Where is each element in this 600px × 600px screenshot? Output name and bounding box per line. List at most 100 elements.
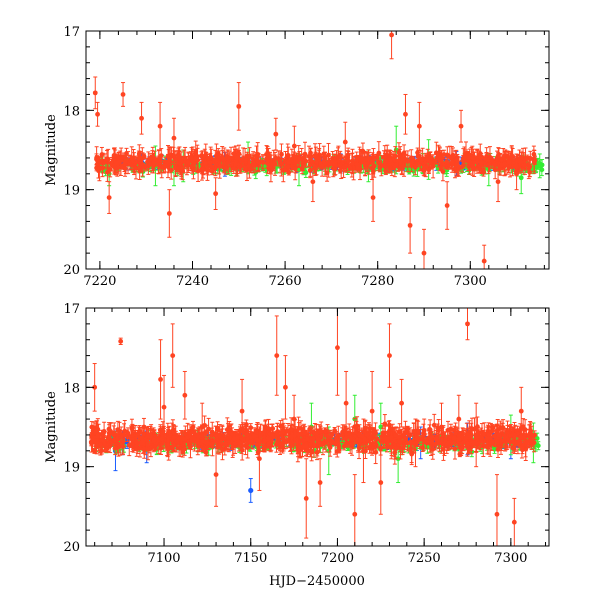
data-point <box>199 166 205 172</box>
data-point <box>213 191 219 197</box>
top-y-axis-label: Magnitude <box>44 114 59 186</box>
data-point <box>502 161 507 167</box>
data-point <box>506 159 512 165</box>
data-point <box>166 211 172 216</box>
data-point <box>111 163 117 169</box>
data-point <box>489 157 495 163</box>
data-point <box>531 158 537 164</box>
data-point <box>255 159 261 165</box>
data-point <box>342 139 348 145</box>
data-point <box>124 151 129 156</box>
data-point <box>370 195 376 201</box>
data-point <box>456 166 462 171</box>
data-point <box>470 155 476 161</box>
data-point <box>297 156 302 162</box>
data-point <box>407 222 413 228</box>
data-point <box>393 162 399 168</box>
data-point <box>479 160 484 166</box>
data-point <box>376 150 382 156</box>
data-point <box>463 151 469 156</box>
data-point <box>421 168 427 173</box>
data-point <box>495 153 501 159</box>
data-point <box>321 151 327 157</box>
top-series-red <box>92 31 538 269</box>
data-point <box>156 159 162 165</box>
data-point <box>518 159 524 165</box>
data-point <box>268 162 274 167</box>
data-point <box>202 161 208 167</box>
data-point <box>420 156 426 162</box>
data-point <box>273 155 279 161</box>
data-point <box>401 150 407 156</box>
data-point <box>377 161 382 167</box>
data-point <box>163 163 168 169</box>
data-point <box>234 155 240 161</box>
data-point <box>524 162 530 168</box>
data-point <box>445 164 451 169</box>
data-point <box>492 162 497 168</box>
data-point <box>247 153 252 159</box>
x-tick-label: 7300 <box>454 274 487 289</box>
data-point <box>382 154 388 160</box>
data-point <box>509 153 515 159</box>
data-point <box>362 161 368 167</box>
data-point <box>252 162 258 168</box>
data-point <box>486 162 491 168</box>
x-tick-label: 7220 <box>83 274 116 289</box>
data-point <box>151 160 156 166</box>
data-point <box>139 155 145 161</box>
data-point <box>185 159 191 165</box>
data-point <box>106 195 112 201</box>
data-point <box>194 154 200 159</box>
data-point <box>225 159 231 165</box>
data-point <box>209 168 215 174</box>
data-point <box>514 171 519 177</box>
y-tick-label: 18 <box>63 104 80 119</box>
data-point <box>524 156 530 161</box>
data-point <box>537 163 543 169</box>
data-point <box>158 153 164 159</box>
data-point <box>303 170 309 176</box>
data-point <box>386 161 392 167</box>
bottom-plot-area <box>88 308 541 546</box>
data-point <box>231 151 237 157</box>
data-point <box>319 163 325 169</box>
data-point <box>104 156 110 162</box>
data-point <box>165 154 171 159</box>
data-point <box>190 157 196 163</box>
data-point <box>139 115 144 121</box>
data-point <box>430 163 436 169</box>
data-point <box>292 166 298 172</box>
top-plot-area <box>92 31 545 269</box>
data-point <box>307 157 313 163</box>
data-point <box>355 166 361 171</box>
data-point <box>120 92 126 97</box>
data-point <box>207 155 213 161</box>
data-point <box>465 154 471 160</box>
data-point <box>129 162 135 168</box>
data-point <box>157 123 163 129</box>
data-point <box>171 135 177 141</box>
top-axes-frame <box>85 30 550 270</box>
data-point <box>316 156 322 162</box>
data-point <box>120 154 126 160</box>
data-point <box>412 164 418 170</box>
y-tick-label: 20 <box>63 263 80 278</box>
data-point <box>389 32 394 38</box>
data-point <box>335 154 341 160</box>
data-point <box>248 167 254 173</box>
top-panel: 7220 7240 7260 7280 7300 17 18 19 20 Magnitude <box>44 25 550 289</box>
data-point <box>178 159 184 165</box>
data-point <box>345 158 351 164</box>
data-point <box>233 161 239 167</box>
data-point <box>341 165 346 170</box>
data-point <box>354 162 360 168</box>
data-point <box>97 166 102 172</box>
data-point <box>444 203 450 208</box>
data-point <box>347 165 353 171</box>
data-point <box>444 159 450 165</box>
data-point <box>449 160 455 166</box>
data-point <box>145 158 151 164</box>
